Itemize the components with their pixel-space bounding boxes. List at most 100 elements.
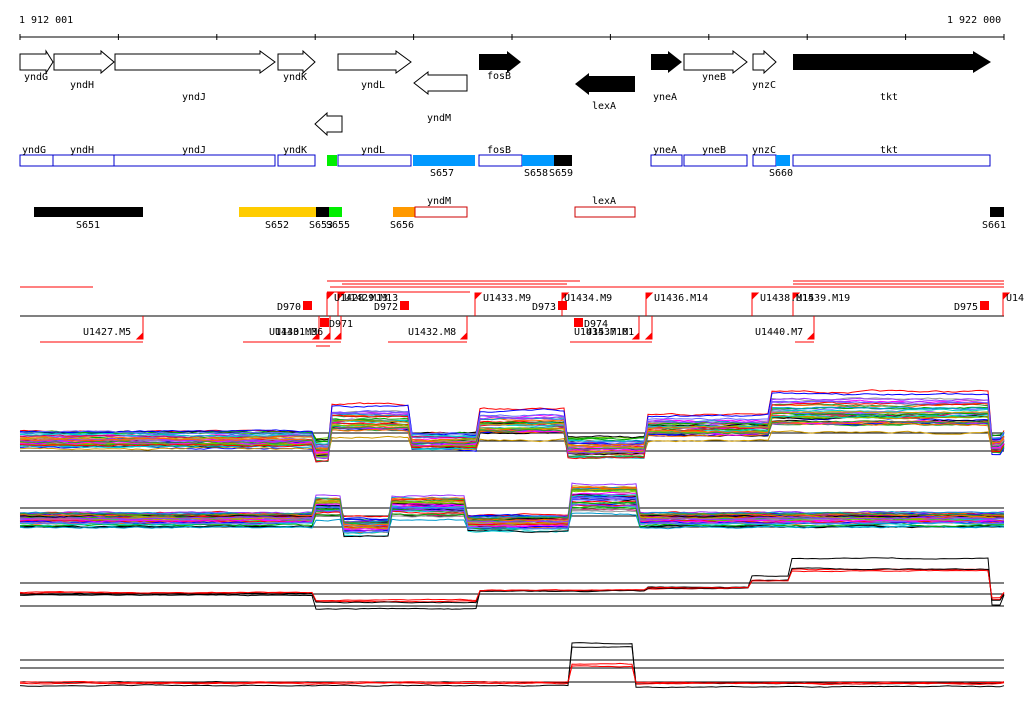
expression-panel-1 <box>19 389 1005 463</box>
gene-arrow-yndM-fragment <box>314 111 343 137</box>
feature-label-U1440: U1440.M7 <box>755 327 803 338</box>
marker-D970[interactable] <box>303 301 312 310</box>
gene-arrow-yndJ[interactable] <box>114 50 276 74</box>
gene-arrow-ynzC[interactable] <box>752 49 777 75</box>
expression-trace <box>19 420 1005 450</box>
expression-trace <box>19 420 1005 452</box>
coordinate-ruler: 1 912 001 1 922 000 <box>19 15 1005 40</box>
marker-D975[interactable] <box>980 301 989 310</box>
gene-box-yneA[interactable] <box>650 154 683 167</box>
segment-S657[interactable] <box>413 155 475 166</box>
feature-label-U1427: U1427.M5 <box>83 327 131 338</box>
expression-panel-3 <box>19 557 1005 610</box>
segment-S659[interactable] <box>554 155 572 166</box>
expression-trace <box>19 494 1005 535</box>
feature-label-U1437: U1437.M1 <box>586 327 634 338</box>
gene-box-ynzC[interactable] <box>752 154 777 167</box>
expression-trace <box>19 557 1005 610</box>
gene-box-yneB[interactable] <box>683 154 748 167</box>
feature-label-U1439: U1439.M19 <box>796 293 850 304</box>
gene-box-tkt[interactable] <box>792 154 991 167</box>
expression-trace <box>19 662 1005 686</box>
gene-box-yndJ[interactable] <box>113 154 276 167</box>
flag-markers-top <box>326 292 1011 316</box>
marker-D974[interactable] <box>574 318 583 327</box>
segment-label-S661: S661 <box>982 220 1006 231</box>
feature-label-U1434: U1434.M9 <box>564 293 612 304</box>
segment-green-small[interactable] <box>327 155 337 166</box>
row2-label-tkt: tkt <box>880 145 898 156</box>
gene-arrow-fosB[interactable] <box>479 51 521 73</box>
segment-label-S656: S656 <box>390 220 414 231</box>
gene-annotation-track: yndG yndH yndJ yndK yndL yndM fosB lexA … <box>19 49 991 137</box>
segment-S652[interactable] <box>239 207 316 217</box>
segment-S660[interactable] <box>776 155 790 166</box>
segment-S653[interactable] <box>316 207 329 217</box>
row2-label-yndJ: yndJ <box>182 145 206 156</box>
feature-label-D973: D973 <box>532 302 556 313</box>
expression-trace <box>19 569 1005 602</box>
feature-label-D972: D972 <box>374 302 398 313</box>
feature-label-D974: D974 <box>584 319 608 330</box>
expression-trace <box>19 486 1005 523</box>
gene-arrow-yndH[interactable] <box>53 49 115 75</box>
row2-label-yneA: yneA <box>653 145 677 156</box>
segment-S656[interactable] <box>393 207 415 217</box>
segment-S661[interactable] <box>990 207 1004 217</box>
gene-arrow-lexA[interactable] <box>575 73 635 95</box>
gene-box-yndK[interactable] <box>277 154 316 167</box>
segment-label-S659: S659 <box>549 168 573 179</box>
row2-label-yndG: yndG <box>22 145 46 156</box>
row2-label-fosB: fosB <box>487 145 511 156</box>
segment-S651[interactable] <box>34 207 143 217</box>
segment-label-S660: S660 <box>769 168 793 179</box>
gene-box-fosB[interactable] <box>478 154 523 167</box>
gene-arrow-yneA[interactable] <box>651 51 682 73</box>
gene-arrow-yndM[interactable] <box>413 70 468 96</box>
gene-label-tkt: tkt <box>880 92 898 103</box>
feature-label-U1428: U1428.M13 <box>334 293 388 304</box>
gene-arrow-tkt[interactable] <box>793 51 991 73</box>
gene-box-yndH[interactable] <box>52 154 115 167</box>
gene-label-yndL: yndL <box>361 80 385 91</box>
gene-label-yndH: yndH <box>70 80 94 91</box>
segment-label-S658: S658 <box>524 168 548 179</box>
feature-label-U1429: U1429.M13 <box>344 293 398 304</box>
segment-label-S651: S651 <box>76 220 100 231</box>
gene-arrow-yndG[interactable] <box>19 49 54 75</box>
expression-panel-4 <box>19 642 1005 689</box>
gene-box-lexA[interactable] <box>574 206 636 218</box>
expression-trace <box>19 665 1005 684</box>
feature-label-D971: D971 <box>329 319 353 330</box>
feature-label-U14: U14 <box>1006 293 1024 304</box>
expression-trace <box>19 642 1005 689</box>
gene-box-yndG[interactable] <box>19 154 54 167</box>
expression-trace <box>19 408 1005 463</box>
gene-arrow-yneB[interactable] <box>683 49 748 75</box>
segment-S658[interactable] <box>522 155 554 166</box>
expression-trace <box>19 491 1005 531</box>
feature-label-U1436: U1436.M14 <box>654 293 708 304</box>
gene-label-yndG: yndG <box>24 72 48 83</box>
segment-track-minus: yndM lexA S651 S652 S653 S655 S656 S661 <box>34 196 1006 231</box>
segment-track-plus: yndG yndH yndJ yndK yndL fosB yneA yneB … <box>19 145 991 179</box>
expression-trace <box>19 512 1005 534</box>
segment-S655[interactable] <box>329 207 342 217</box>
gene-label-lexA: lexA <box>592 101 616 112</box>
expression-trace <box>19 430 1005 456</box>
gene-label-fosB: fosB <box>487 71 511 82</box>
segment-label-S652: S652 <box>265 220 289 231</box>
marker-D971[interactable] <box>320 318 329 327</box>
gene-arrow-yndK[interactable] <box>277 49 316 75</box>
feature-label-U1432: U1432.M8 <box>408 327 456 338</box>
feature-label-U1438: U1438.M15 <box>760 293 814 304</box>
marker-D972[interactable] <box>400 301 409 310</box>
segment-label-S657: S657 <box>430 168 454 179</box>
expression-trace <box>19 496 1005 533</box>
gene-box-yndM[interactable] <box>414 206 468 218</box>
gene-arrow-yndL[interactable] <box>337 50 412 74</box>
feature-label-D970: D970 <box>277 302 301 313</box>
gene-box-yndL[interactable] <box>337 154 412 167</box>
